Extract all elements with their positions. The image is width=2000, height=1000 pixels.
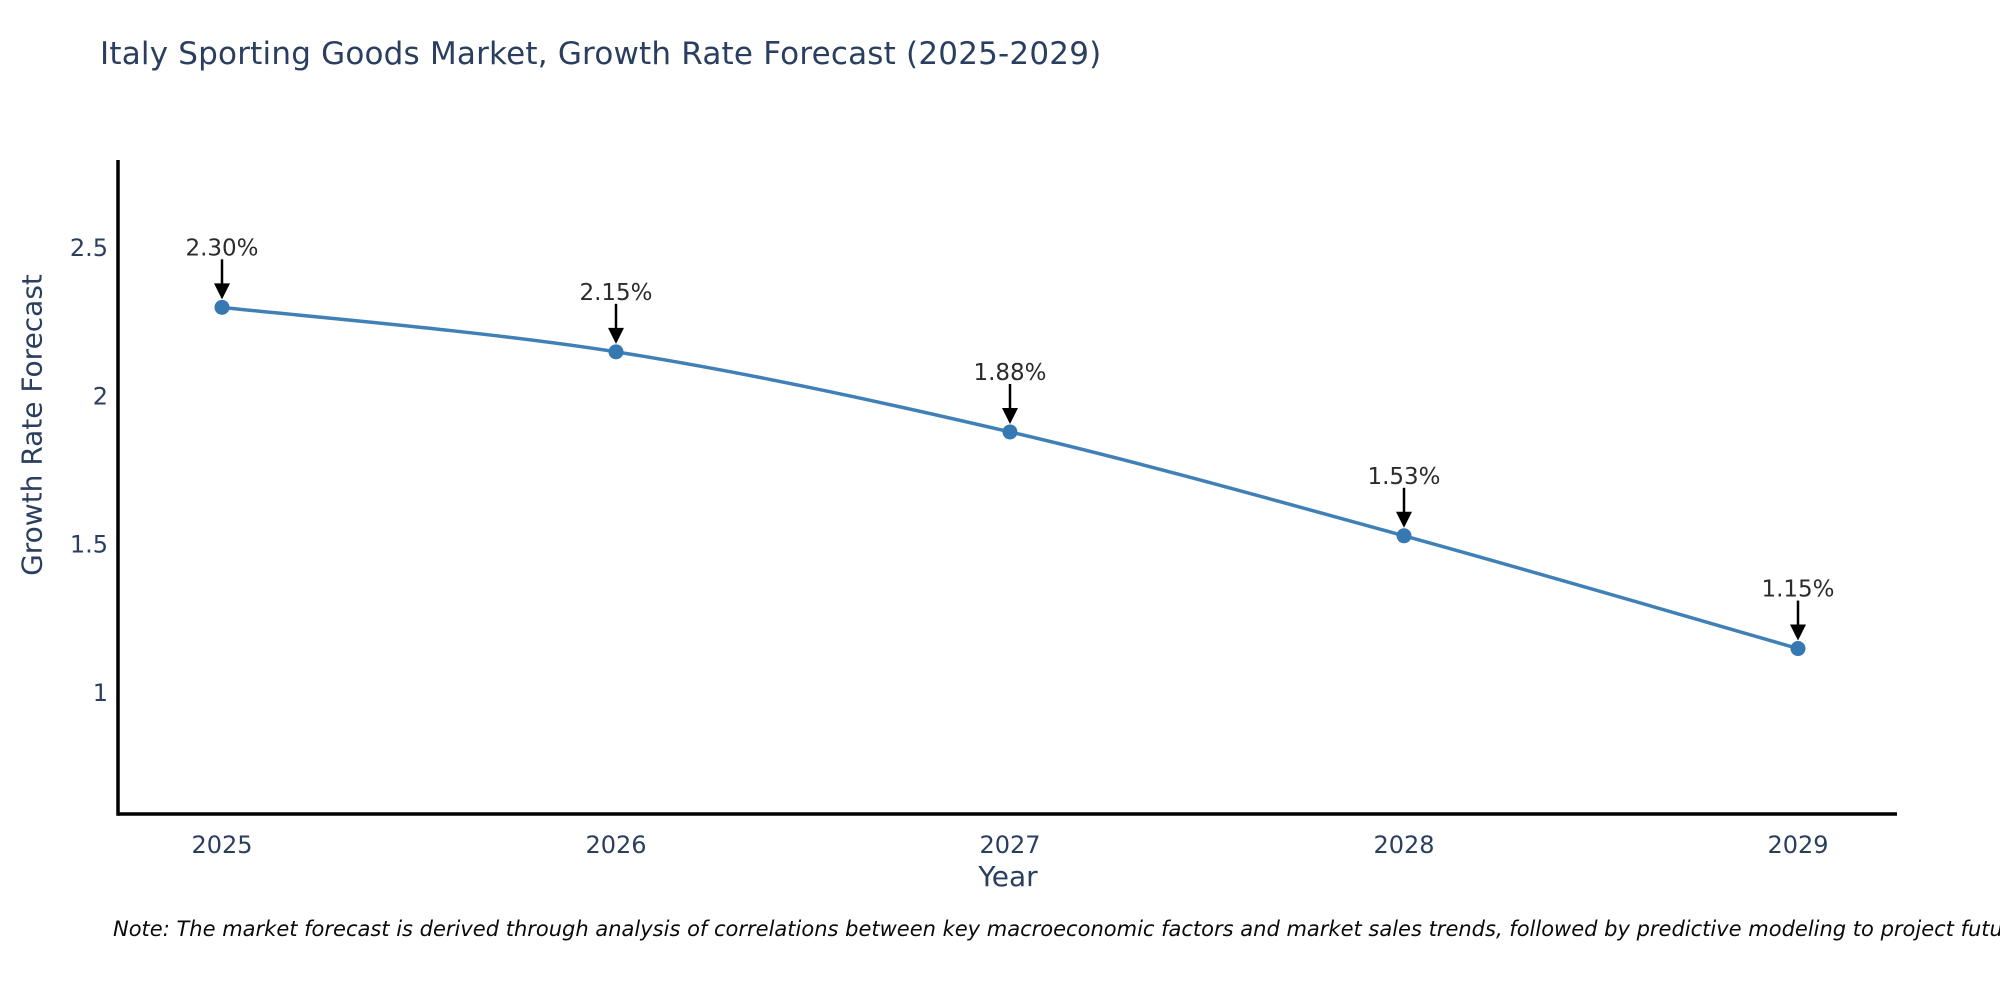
x-tick-label: 2027 [979,831,1040,859]
y-tick-label: 2 [93,382,108,410]
annotation-arrowhead [1396,511,1412,528]
data-point-marker [214,299,230,315]
data-point-marker [1790,641,1806,657]
annotation-arrowhead [214,283,230,300]
annotation-arrowhead [1790,624,1806,641]
data-point-marker [608,344,624,360]
x-axis-title: Year [978,860,1038,893]
y-tick-label: 2.5 [70,234,108,262]
footnote: Note: The market forecast is derived thr… [113,917,2000,941]
x-tick-label: 2028 [1373,831,1434,859]
data-point-marker [1002,424,1018,440]
annotation-arrowhead [608,327,624,344]
x-tick-label: 2029 [1767,831,1828,859]
data-point-label: 1.15% [1761,577,1834,603]
data-point-label: 2.15% [579,280,652,306]
data-point-label: 1.88% [973,360,1046,386]
y-tick-label: 1 [93,679,108,707]
x-tick-label: 2025 [191,831,252,859]
data-point-marker [1396,528,1412,544]
y-tick-label: 1.5 [70,531,108,559]
data-point-label: 2.30% [185,235,258,261]
data-point-label: 1.53% [1367,464,1440,490]
x-tick-label: 2026 [585,831,646,859]
forecast-line [221,305,1799,651]
chart-title: Italy Sporting Goods Market, Growth Rate… [100,36,1102,72]
annotation-arrowhead [1002,407,1018,424]
